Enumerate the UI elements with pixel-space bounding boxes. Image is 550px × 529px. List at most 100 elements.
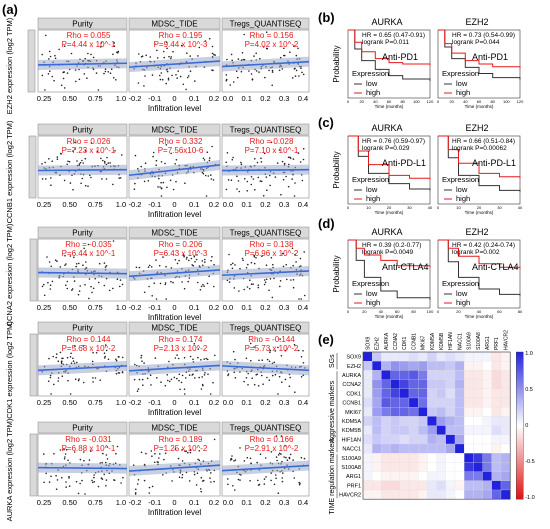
scatter-point [173, 376, 176, 379]
scatter-point [155, 164, 157, 166]
km-curve-high [438, 29, 521, 69]
km-gene-title: EZH2 [465, 227, 488, 237]
scatter-point [171, 74, 173, 77]
facet-header [128, 17, 221, 30]
regression-line [37, 62, 128, 66]
scatter-point [74, 69, 77, 71]
scatter-point [63, 458, 66, 460]
scatter-point [255, 70, 258, 72]
scatter-point [134, 182, 136, 185]
scatter-point [282, 178, 285, 181]
heatmap-cell [436, 351, 446, 362]
scatter-point [249, 342, 252, 345]
scatter-point [261, 374, 263, 377]
scatter-point [163, 50, 165, 53]
heatmap-cell [418, 453, 428, 463]
scatter-point [229, 459, 232, 461]
heatmap-cell [482, 397, 492, 408]
scatter-point [264, 152, 266, 155]
scatter-point [295, 54, 298, 57]
heatmap-cell [381, 443, 391, 454]
scatter-point [177, 357, 180, 360]
scatter-point [206, 151, 209, 153]
scatter-point [235, 70, 238, 73]
scatter-point [210, 174, 212, 176]
heatmap-cell [399, 388, 410, 399]
heatmap-cell [473, 425, 483, 435]
x-tick-label: 0.4 [298, 94, 308, 103]
scatter-point [178, 379, 180, 382]
scatter-point [47, 73, 50, 75]
scatter-point [227, 483, 229, 486]
scatter-point [247, 384, 249, 386]
scatter-point [198, 450, 201, 452]
km-y-label: Probability [332, 45, 341, 82]
heatmap-cell [491, 370, 502, 380]
scatter-point [227, 179, 230, 181]
scatter-point [176, 377, 178, 380]
scatter-point [74, 141, 76, 144]
heatmap-cell [418, 489, 428, 500]
facet-header [128, 123, 221, 136]
km-legend-high: high [366, 88, 380, 97]
scatter-point [107, 162, 109, 164]
scatter-point [264, 457, 267, 459]
scatter-point [170, 378, 173, 381]
scatter-point [183, 287, 186, 290]
scatter-point [276, 162, 279, 164]
scatter-point [136, 390, 139, 393]
scatter-point [143, 180, 146, 183]
scatter-point [162, 256, 164, 258]
scatter-point [93, 476, 95, 479]
scatter-point [92, 377, 94, 379]
facet-header [128, 421, 221, 434]
scatter-point [121, 283, 124, 286]
heatmap-cell [362, 370, 373, 380]
x-tick-label: 0.2 [260, 498, 270, 507]
scatter-point [178, 259, 180, 262]
x-tick-label: 0 [172, 498, 176, 507]
scatter-point [181, 281, 183, 283]
scatter-point [299, 257, 302, 260]
scatter-point [154, 452, 156, 455]
p-value: P=6.96 x 10^-2 [245, 249, 299, 258]
km-legend-low: low [456, 185, 468, 194]
scatter-point [232, 156, 234, 159]
scatter-point [212, 179, 215, 181]
scatter-point [103, 357, 106, 359]
heatmap-cell [454, 462, 465, 472]
scatter-point [188, 374, 191, 376]
facet-title: MDSC_TIDE [151, 126, 197, 135]
scatter-point [70, 352, 72, 355]
scatter-point [76, 160, 78, 162]
heatmap-cell [427, 425, 437, 435]
scatter-point [292, 279, 295, 281]
heatmap-cell [491, 351, 502, 362]
scatter-point [180, 381, 183, 384]
scatter-point [302, 148, 305, 150]
scatter-point [241, 257, 244, 260]
scatter-point [116, 278, 119, 281]
scatter-point [61, 476, 63, 479]
scatter-point [198, 46, 201, 49]
heatmap-cell [482, 434, 492, 445]
heatmap-cell [408, 370, 419, 380]
x-tick-label: 0.1 [189, 398, 199, 407]
scatter-point [147, 266, 150, 268]
rho-value: Rho = 0.189 [159, 435, 203, 444]
scatter-point [203, 159, 206, 161]
heatmap-col-label: CCNB1 [411, 333, 417, 350]
heatmap-cell [362, 361, 373, 371]
scatter-point [265, 264, 268, 267]
scatter-point [248, 70, 250, 72]
scatter-point [156, 49, 158, 52]
gene-axis-label: EZH2 expression (log2 TPM) [5, 17, 14, 114]
x-tick-label: 0.50 [62, 398, 77, 407]
scatter-point [232, 350, 235, 353]
rho-value: Rho = 0.138 [250, 240, 294, 249]
heatmap-cell [372, 397, 382, 408]
scatter-point [260, 161, 263, 163]
heatmap-cell [482, 480, 492, 491]
scatter-point [174, 357, 177, 359]
x-tick-label: 0.1 [189, 303, 199, 312]
